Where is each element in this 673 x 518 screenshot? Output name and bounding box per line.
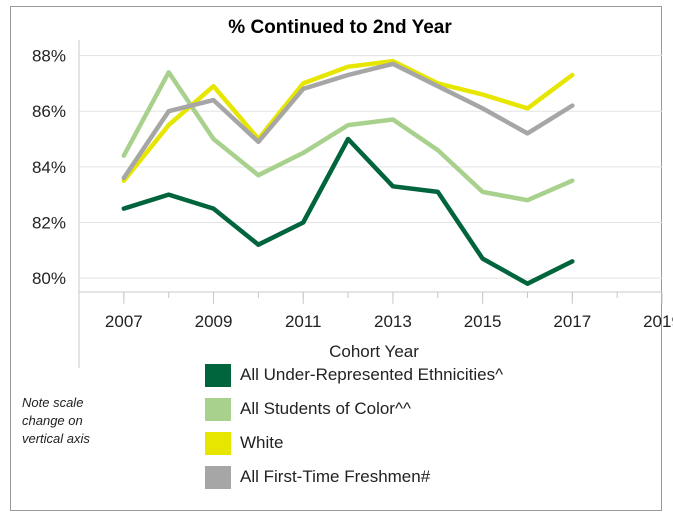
y-tick-label: 80%	[32, 269, 66, 288]
series-line-2	[121, 58, 575, 183]
legend-item-first-time-freshmen: All First-Time Freshmen#	[205, 460, 503, 494]
x-axis-ticks: 2007 2009 2011 2013 2015 2017 2019	[105, 312, 673, 331]
y-tick-label: 84%	[32, 158, 66, 177]
legend-swatch	[205, 397, 231, 421]
y-axis-ticks: 80% 82% 84% 86% 88%	[32, 47, 66, 289]
x-tick-label: 2011	[285, 312, 322, 331]
x-tick-label: 2009	[195, 312, 233, 331]
x-axis-title: Cohort Year	[329, 342, 419, 361]
legend: All Under-Represented Ethnicities^ All S…	[205, 358, 503, 494]
legend-swatch	[205, 465, 231, 489]
series-line-1	[121, 70, 575, 203]
legend-label: White	[240, 433, 284, 452]
x-tick-label: 2007	[105, 312, 143, 331]
legend-item-students-of-color: All Students of Color^^	[205, 392, 503, 426]
y-tick-label: 88%	[32, 47, 66, 66]
series-line-0	[121, 136, 575, 286]
x-tick-label: 2015	[464, 312, 502, 331]
x-tick-label: 2019	[643, 312, 673, 331]
legend-item-under-represented: All Under-Represented Ethnicities^	[205, 358, 503, 392]
series-line-3	[121, 61, 575, 181]
legend-label: All Under-Represented Ethnicities^	[240, 365, 504, 384]
x-tick-label: 2013	[374, 312, 412, 331]
legend-label: All First-Time Freshmen#	[240, 467, 431, 486]
legend-swatch	[205, 363, 231, 387]
legend-swatch	[205, 431, 231, 455]
gridlines	[79, 55, 662, 279]
series-lines	[121, 58, 575, 286]
scale-note: Note scale change on vertical axis	[22, 395, 90, 446]
chart-title: % Continued to 2nd Year	[228, 17, 452, 38]
y-tick-label: 86%	[32, 102, 66, 121]
x-tick-label: 2017	[553, 312, 591, 331]
legend-item-white: White	[205, 426, 503, 460]
chart-frame	[10, 6, 662, 511]
y-tick-label: 82%	[32, 213, 66, 232]
axes	[78, 40, 663, 368]
legend-label: All Students of Color^^	[240, 399, 411, 418]
